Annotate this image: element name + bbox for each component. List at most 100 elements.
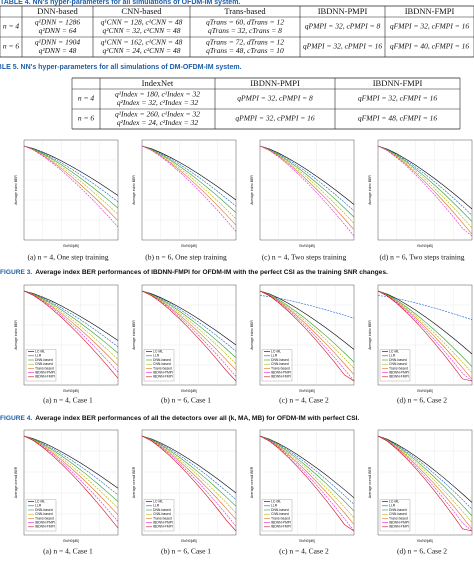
curve <box>23 145 119 215</box>
curve <box>23 290 119 373</box>
curve <box>377 145 473 216</box>
legend-label: LLR <box>153 354 160 358</box>
curve <box>23 290 119 366</box>
plot-frame <box>259 139 355 241</box>
curve <box>141 435 237 532</box>
legend-label: CNN-based <box>35 512 53 516</box>
subfigure-caption: (d) n = 6, Case 2 <box>397 396 447 405</box>
curve <box>377 290 473 382</box>
curve <box>141 290 237 358</box>
curve <box>141 145 237 201</box>
subfigure-caption: (a) n = 4, Case 1 <box>43 547 93 556</box>
table-cell: q²CNN = 32, c²CNN = 48 <box>103 26 181 35</box>
x-axis-label: Eb/N0[dB] <box>299 539 315 543</box>
curve <box>141 290 237 365</box>
legend-label: LC-ML <box>389 499 399 503</box>
curve <box>259 435 355 518</box>
subfigure-caption: (d) n = 6, Case 2 <box>397 547 447 556</box>
table-cell: q¹Index = 180, c¹Index = 32 <box>115 89 200 98</box>
legend-label: LLR <box>389 504 396 508</box>
legend-label: LLR <box>271 504 278 508</box>
legend-label: CNN-based <box>389 512 407 516</box>
curve <box>23 435 119 502</box>
curve <box>141 145 237 213</box>
plot-frame <box>259 429 355 536</box>
curve <box>259 435 355 532</box>
y-axis-label: Average index BER <box>132 320 136 350</box>
curve <box>141 290 237 377</box>
curve <box>259 145 355 224</box>
curve <box>377 145 473 222</box>
legend-label: DNN-based <box>35 508 53 512</box>
legend-label: LLR <box>271 354 278 358</box>
y-axis-label: Average overall BER <box>132 466 136 498</box>
curve <box>23 145 119 209</box>
figure-caption: FIGURE 3. Average index BER performances … <box>0 269 388 276</box>
curve <box>377 145 473 210</box>
curve <box>377 295 473 321</box>
table-cell: qTrans = 32, cTrans = 8 <box>208 26 282 35</box>
plot-frame <box>377 284 473 386</box>
table-cell: q¹Index = 260, c¹Index = 32 <box>115 109 200 118</box>
table-cell: q²CNN = 24, c²CNN = 48 <box>103 46 181 55</box>
legend-label: CNN-based <box>271 362 289 366</box>
curve <box>259 145 355 205</box>
legend-label: Trans-based <box>271 366 290 370</box>
legend-label: DNN-based <box>35 358 53 362</box>
legend-label: IBDNN-PMPI <box>35 520 55 524</box>
curve <box>259 145 355 212</box>
subfigure-caption: (b) n = 6, Case 1 <box>161 547 211 556</box>
legend-label: Trans-based <box>271 516 290 520</box>
legend-label: DNN-based <box>271 508 289 512</box>
x-axis-label: Eb/N0[dB] <box>417 389 433 393</box>
legend-label: IBDNN-FMPI <box>153 375 173 379</box>
curve <box>141 145 237 220</box>
table-cell: q²DNN = 64 <box>39 26 77 35</box>
legend-label: CNN-based <box>153 362 171 366</box>
legend-label: LC-ML <box>153 349 163 353</box>
curve <box>259 145 355 230</box>
plot-frame <box>23 284 119 386</box>
subfigure-caption: (a) n = 4, One step training <box>27 253 108 262</box>
curve <box>259 290 355 350</box>
x-axis-label: Eb/N0[dB] <box>417 244 433 248</box>
curve <box>259 290 355 369</box>
legend-label: LC-ML <box>153 499 163 503</box>
curve <box>259 290 355 375</box>
curve <box>377 435 473 510</box>
column-header: IBDNN-PMPI <box>318 6 368 16</box>
subfigure-caption: (b) n = 6, One step training <box>145 253 227 262</box>
legend-label: DNN-based <box>389 508 407 512</box>
curve <box>377 290 473 382</box>
table-cell: qFMPI = 40, cFMPI = 16 <box>390 42 470 51</box>
legend-label: IBDNN-PMPI <box>153 520 173 524</box>
y-axis-label: Average overall BER <box>368 466 372 498</box>
x-axis-label: Eb/N0[dB] <box>63 244 79 248</box>
y-axis-label: Average index BER <box>14 320 18 350</box>
x-axis-label: Eb/N0[dB] <box>181 539 197 543</box>
subfigure-caption: (c) n = 4, Two steps training <box>262 253 347 262</box>
table-cell: qPMPI = 32, cPMPI = 16 <box>303 42 383 51</box>
subfigure-caption: (b) n = 6, Case 1 <box>161 396 211 405</box>
table-cell: qFMPI = 32, cFMPI = 16 <box>390 22 470 31</box>
curve <box>259 435 355 499</box>
legend-box <box>261 349 293 382</box>
curve <box>23 435 119 529</box>
curve <box>141 290 237 352</box>
curve <box>377 290 473 380</box>
plot-frame <box>141 429 237 536</box>
curve <box>141 290 237 346</box>
x-axis-label: Eb/N0[dB] <box>181 389 197 393</box>
legend-label: LC-ML <box>271 349 281 353</box>
y-axis-label: Average index BER <box>250 175 254 205</box>
curve <box>377 435 473 503</box>
curve <box>259 290 355 382</box>
legend-label: LC-ML <box>271 499 281 503</box>
figure-label: FIGURE 4. <box>0 415 32 422</box>
legend-box <box>25 349 57 382</box>
legend-label: IBDNN-FMPI <box>271 525 291 529</box>
legend-label: Trans-based <box>389 516 408 520</box>
subfigure-caption: (c) n = 4, Case 2 <box>279 396 329 405</box>
